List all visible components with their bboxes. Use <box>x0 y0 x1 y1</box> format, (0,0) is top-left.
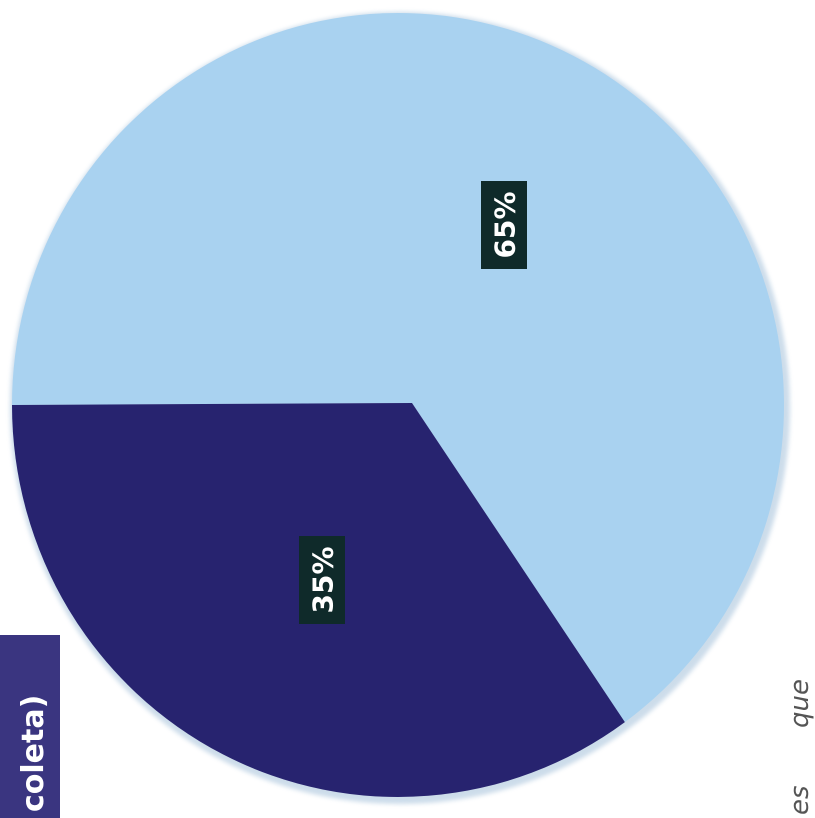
slice-label-35: 35% <box>307 546 340 613</box>
slice-label-bg-65 <box>481 181 527 269</box>
side-tab-background <box>0 635 60 818</box>
side-tab-label: coleta) <box>16 695 51 812</box>
slice-label-group-35: 35% <box>299 536 345 624</box>
pie-slice-65 <box>12 12 785 723</box>
side-word-que: que <box>785 679 815 728</box>
slice-label-65: 65% <box>489 191 522 258</box>
slice-label-group-65: 65% <box>481 181 527 269</box>
side-word-es: es <box>785 785 815 815</box>
slice-label-bg-35 <box>299 536 345 624</box>
side-tab: coleta) <box>0 635 60 818</box>
pie-slices <box>12 12 785 797</box>
pie-labels: 65% 35% <box>299 181 527 624</box>
